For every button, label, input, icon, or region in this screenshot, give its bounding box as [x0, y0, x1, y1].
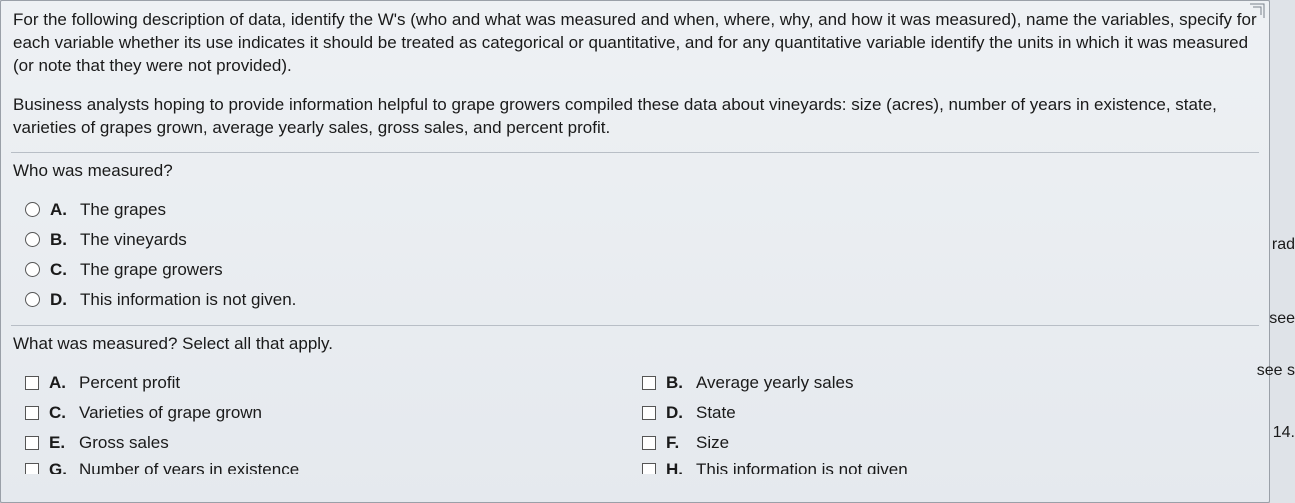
checkbox-icon[interactable] — [25, 406, 39, 420]
checkbox-icon[interactable] — [642, 463, 656, 474]
q2-right-column: B. Average yearly sales D. State F. Size… — [642, 368, 1259, 474]
q2-option-a[interactable]: A. Percent profit — [25, 368, 642, 398]
context-pre: Business analysts hoping to provide info… — [13, 95, 741, 114]
option-letter: D. — [666, 403, 686, 423]
option-text: State — [696, 403, 736, 423]
option-letter: D. — [50, 290, 70, 310]
side-text-2: see — [1269, 310, 1295, 328]
panel-corner-icon — [1248, 2, 1266, 20]
q2-option-h[interactable]: H. This information is not given — [642, 458, 1259, 474]
side-text-1: rad — [1272, 236, 1295, 254]
option-text: The grape growers — [80, 260, 223, 280]
radio-icon[interactable] — [25, 202, 40, 217]
checkbox-icon[interactable] — [642, 376, 656, 390]
instruction-text: For the following description of data, i… — [11, 7, 1259, 84]
q1-option-b[interactable]: B. The vineyards — [25, 225, 1259, 255]
option-text: Average yearly sales — [696, 373, 854, 393]
option-letter: B. — [50, 230, 70, 250]
option-text: This information is not given — [696, 460, 908, 474]
q2-left-column: A. Percent profit C. Varieties of grape … — [25, 368, 642, 474]
side-text-4: 14. — [1273, 424, 1295, 442]
option-letter: C. — [50, 260, 70, 280]
option-letter: F. — [666, 433, 686, 453]
q2-prompt: What was measured? Select all that apply… — [11, 326, 1259, 364]
option-text: The vineyards — [80, 230, 187, 250]
checkbox-icon[interactable] — [25, 436, 39, 450]
q1-options: A. The grapes B. The vineyards C. The gr… — [11, 191, 1259, 315]
option-text: The grapes — [80, 200, 166, 220]
option-text: Percent profit — [79, 373, 180, 393]
q2-option-d[interactable]: D. State — [642, 398, 1259, 428]
radio-icon[interactable] — [25, 292, 40, 307]
q2-option-c[interactable]: C. Varieties of grape grown — [25, 398, 642, 428]
q1-option-d[interactable]: D. This information is not given. — [25, 285, 1259, 315]
option-text: Varieties of grape grown — [79, 403, 262, 423]
q2-option-g[interactable]: G. Number of years in existence — [25, 458, 642, 474]
option-text: This information is not given. — [80, 290, 296, 310]
checkbox-icon[interactable] — [25, 463, 39, 474]
option-letter: H. — [666, 460, 686, 474]
side-panel-fragment: rad see see s 14. — [1270, 0, 1295, 503]
question-panel: For the following description of data, i… — [0, 0, 1270, 503]
option-letter: B. — [666, 373, 686, 393]
option-text: Gross sales — [79, 433, 169, 453]
q2-option-f[interactable]: F. Size — [642, 428, 1259, 458]
checkbox-icon[interactable] — [25, 376, 39, 390]
context-text: Business analysts hoping to provide info… — [11, 84, 1259, 146]
option-letter: G. — [49, 460, 69, 474]
q1-prompt: Who was measured? — [11, 153, 1259, 191]
option-text: Number of years in existence — [79, 460, 299, 474]
radio-icon[interactable] — [25, 232, 40, 247]
text-cursor-icon: o — [741, 94, 750, 117]
q2-option-b[interactable]: B. Average yearly sales — [642, 368, 1259, 398]
radio-icon[interactable] — [25, 262, 40, 277]
option-letter: C. — [49, 403, 69, 423]
checkbox-icon[interactable] — [642, 406, 656, 420]
q1-option-c[interactable]: C. The grape growers — [25, 255, 1259, 285]
q2-options: A. Percent profit C. Varieties of grape … — [11, 364, 1259, 474]
option-letter: E. — [49, 433, 69, 453]
checkbox-icon[interactable] — [642, 436, 656, 450]
option-letter: A. — [50, 200, 70, 220]
option-letter: A. — [49, 373, 69, 393]
q2-option-e[interactable]: E. Gross sales — [25, 428, 642, 458]
side-text-3: see s — [1257, 362, 1295, 380]
q1-option-a[interactable]: A. The grapes — [25, 195, 1259, 225]
option-text: Size — [696, 433, 729, 453]
